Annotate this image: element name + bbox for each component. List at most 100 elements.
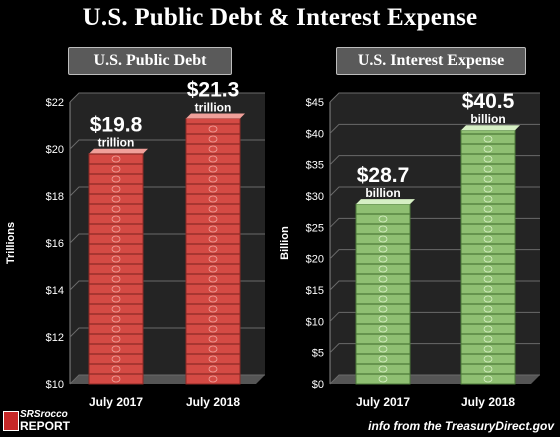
- debt-ytick-label: $18: [46, 191, 64, 203]
- interest-bundle-portrait-icon: [378, 265, 388, 273]
- debt-unit-label: trillion: [195, 100, 232, 114]
- interest-ytick-label: $20: [306, 254, 324, 266]
- debt-bundle-portrait-icon: [208, 235, 218, 243]
- debt-bar-body: [88, 153, 144, 385]
- interest-bundle-portrait-icon: [483, 255, 493, 263]
- interest-bar-top: [461, 125, 520, 131]
- interest-bundle-portrait-icon: [378, 315, 388, 323]
- debt-bundle-portrait-icon: [111, 215, 121, 223]
- debt-bundle-portrait-icon: [208, 185, 218, 193]
- debt-ytick-label: $10: [46, 379, 64, 391]
- debt-bundle-portrait-icon: [111, 255, 121, 263]
- interest-bundle-portrait-icon: [483, 295, 493, 303]
- debt-bundle-portrait-icon: [208, 225, 218, 233]
- interest-ytick-label: $40: [306, 128, 324, 140]
- debt-bundle-portrait-icon: [111, 175, 121, 183]
- page-title: U.S. Public Debt & Interest Expense: [82, 4, 478, 31]
- interest-unit-label: billion: [470, 112, 505, 126]
- interest-bundle-portrait-icon: [483, 375, 493, 383]
- debt-ytick-label: $16: [46, 238, 64, 250]
- interest-ytick-label: $0: [312, 379, 324, 391]
- interest-ytick-label: $15: [306, 285, 324, 297]
- interest-ytick-label: $30: [306, 191, 324, 203]
- debt-value-label: $21.3: [187, 78, 240, 101]
- debt-bundle-portrait-icon: [208, 275, 218, 283]
- interest-bundle-portrait-icon: [483, 285, 493, 293]
- interest-bundle-portrait-icon: [483, 135, 493, 143]
- debt-bundle-portrait-icon: [111, 225, 121, 233]
- debt-bundle-portrait-icon: [208, 265, 218, 273]
- interest-gridline: [329, 123, 540, 134]
- debt-bundle-portrait-icon: [208, 215, 218, 223]
- interest-bundle-portrait-icon: [483, 275, 493, 283]
- interest-bundle-portrait-icon: [378, 235, 388, 243]
- debt-bundle-portrait-icon: [111, 285, 121, 293]
- debt-bar: [185, 113, 245, 385]
- interest-bundle-portrait-icon: [378, 345, 388, 353]
- debt-bundle-portrait-icon: [111, 295, 121, 303]
- interest-bundle-portrait-icon: [483, 215, 493, 223]
- interest-bundle-portrait-icon: [483, 185, 493, 193]
- debt-bundle-portrait-icon: [208, 295, 218, 303]
- debt-bundle-portrait-icon: [111, 305, 121, 313]
- source-note: info from the TreasuryDirect.gov: [368, 419, 554, 433]
- interest-ytick-label: $45: [306, 97, 324, 109]
- debt-bundle-portrait-icon: [208, 315, 218, 323]
- interest-bundle-portrait-icon: [483, 365, 493, 373]
- interest-bundle-portrait-icon: [483, 335, 493, 343]
- interest-bundle-portrait-icon: [378, 295, 388, 303]
- debt-bundle-portrait-icon: [208, 245, 218, 253]
- interest-bundle-portrait-icon: [378, 225, 388, 233]
- interest-value-label: $40.5: [462, 90, 515, 113]
- debt-bundle-portrait-icon: [208, 145, 218, 153]
- interest-bundle-portrait-icon: [483, 165, 493, 173]
- interest-bundle-portrait-icon: [378, 245, 388, 253]
- debt-bar-top: [89, 148, 148, 154]
- debt-gridline: [69, 92, 265, 103]
- interest-gridline: [329, 92, 540, 103]
- interest-bundle-portrait-icon: [483, 355, 493, 363]
- logo-mark-icon: [3, 411, 19, 431]
- debt-bundle-portrait-icon: [111, 375, 121, 383]
- interest-category-label: July 2017: [356, 395, 410, 409]
- interest-category-label: July 2018: [461, 395, 515, 409]
- interest-bundle-portrait-icon: [483, 345, 493, 353]
- debt-bar-top: [186, 113, 245, 119]
- debt-bundle-portrait-icon: [208, 355, 218, 363]
- debt-bundle-portrait-icon: [208, 285, 218, 293]
- interest-ytick-label: $5: [312, 348, 324, 360]
- debt-chart-title: U.S. Public Debt: [68, 47, 232, 75]
- debt-bundle-portrait-icon: [208, 345, 218, 353]
- interest-bar: [460, 125, 520, 385]
- debt-bundle-portrait-icon: [208, 195, 218, 203]
- interest-bar: [355, 199, 415, 385]
- debt-unit-label: trillion: [98, 136, 135, 150]
- debt-y-axis-label: Trillions: [5, 222, 17, 264]
- debt-bundle-portrait-icon: [208, 335, 218, 343]
- debt-bundle-portrait-icon: [111, 345, 121, 353]
- interest-bundle-portrait-icon: [378, 375, 388, 383]
- interest-bundle-portrait-icon: [483, 155, 493, 163]
- debt-bundle-portrait-icon: [111, 365, 121, 373]
- interest-bundle-portrait-icon: [483, 175, 493, 183]
- debt-ytick-label: $14: [46, 285, 64, 297]
- debt-category-label: July 2017: [89, 395, 143, 409]
- debt-bundle-portrait-icon: [208, 175, 218, 183]
- debt-bundle-portrait-icon: [111, 205, 121, 213]
- interest-bundle-portrait-icon: [378, 255, 388, 263]
- interest-bundle-portrait-icon: [378, 365, 388, 373]
- interest-bundle-portrait-icon: [378, 285, 388, 293]
- debt-bundle-portrait-icon: [208, 255, 218, 263]
- debt-bundle-portrait-icon: [111, 165, 121, 173]
- debt-bundle-portrait-icon: [111, 325, 121, 333]
- srsrocco-logo: SRSrocco REPORT: [3, 408, 71, 434]
- debt-ytick-label: $12: [46, 332, 64, 344]
- interest-unit-label: billion: [365, 186, 400, 200]
- debt-bundle-portrait-icon: [111, 355, 121, 363]
- debt-bundle-portrait-icon: [208, 125, 218, 133]
- debt-ytick-label: $22: [46, 97, 64, 109]
- debt-bundle-portrait-icon: [208, 205, 218, 213]
- interest-bundle-portrait-icon: [483, 205, 493, 213]
- interest-bar-top: [356, 199, 415, 205]
- interest-bundle-portrait-icon: [483, 245, 493, 253]
